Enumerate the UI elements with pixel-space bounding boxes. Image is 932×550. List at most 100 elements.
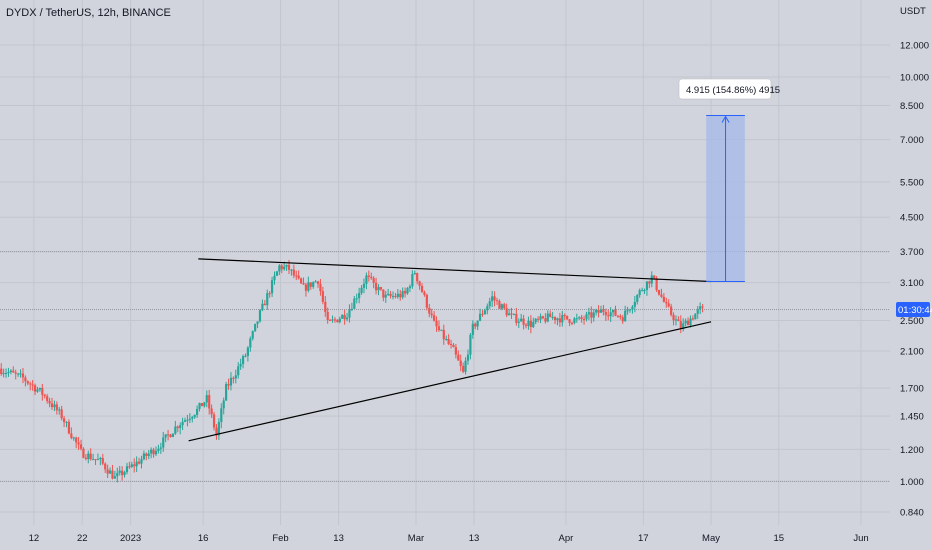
candle-body <box>36 389 39 392</box>
candle-body <box>241 356 245 365</box>
candle-body <box>645 281 649 290</box>
candle-body <box>546 313 549 322</box>
candle-body <box>568 319 571 323</box>
measure-tooltip: 4.915 (154.86%) 4915 <box>678 78 780 100</box>
candle-body <box>682 323 685 329</box>
candle-body <box>445 338 448 340</box>
candle-body <box>418 281 421 286</box>
candle-body <box>220 408 223 423</box>
candle-body <box>193 414 196 418</box>
candle-body <box>285 264 288 267</box>
price-axis[interactable]: 12.000 10.000 8.500 7.000 5.500 4.500 3.700 3.1… <box>900 40 929 518</box>
candle-body <box>125 466 129 473</box>
price-badge-bg <box>896 302 930 318</box>
candle-body <box>116 472 119 477</box>
candle-body <box>399 293 402 298</box>
candle-body <box>314 281 317 283</box>
candle-body <box>408 286 412 289</box>
candle-body <box>362 283 366 288</box>
candle-body <box>133 464 136 467</box>
candle-body <box>679 321 682 329</box>
candle-body <box>48 400 51 404</box>
candle-body <box>278 265 281 272</box>
candle-body <box>324 301 327 312</box>
candle-body <box>237 366 240 376</box>
y-tick-label: 1.700 <box>900 384 924 395</box>
candle-body <box>89 453 92 460</box>
candle-body <box>587 312 590 315</box>
candle-body <box>147 453 150 457</box>
candle-body <box>217 422 220 436</box>
candle-body <box>142 453 145 460</box>
candle-body <box>449 343 453 345</box>
candle-body <box>437 326 441 331</box>
trendlines[interactable] <box>188 258 712 442</box>
candle-body <box>79 444 83 449</box>
candle-body <box>534 318 537 323</box>
candle-body <box>624 310 627 322</box>
candle-body <box>474 323 477 327</box>
candle-body <box>321 291 324 302</box>
candle-body <box>275 271 279 276</box>
candle-body <box>423 292 426 295</box>
candle-body <box>558 318 561 323</box>
candle-body <box>578 317 581 319</box>
candle-body <box>283 266 286 270</box>
candle-body <box>358 292 361 299</box>
candle-body <box>150 449 153 454</box>
x-tick-label: Jun <box>853 533 868 544</box>
candle-body <box>384 294 387 298</box>
candle-body <box>4 372 8 374</box>
candle-body <box>411 274 414 287</box>
candle-body <box>621 317 624 322</box>
candle-body <box>140 459 143 464</box>
candle-body <box>162 437 165 448</box>
candle-body <box>539 316 542 320</box>
candle-body <box>507 313 511 316</box>
candle-body <box>609 312 612 317</box>
projection-box[interactable] <box>706 115 745 283</box>
candle-body <box>67 421 71 434</box>
candle-body <box>553 316 557 321</box>
candle-body <box>653 275 656 279</box>
candle-body <box>544 318 547 322</box>
candle-body <box>183 420 187 422</box>
candle-body <box>498 301 501 309</box>
candle-body <box>244 355 247 357</box>
candle-body <box>428 307 431 314</box>
candle-body <box>312 282 315 287</box>
y-tick-label: 4.500 <box>900 213 924 224</box>
candle-body <box>549 313 552 318</box>
candle-body <box>176 426 179 429</box>
projection-arrowhead <box>721 115 730 123</box>
candle-body <box>573 318 576 323</box>
candle-body <box>353 298 356 309</box>
price-badge: 01:30:44 <box>896 302 932 318</box>
candle-body <box>0 368 3 375</box>
candle-body <box>196 408 199 415</box>
candle-body <box>19 373 22 375</box>
y-tick-label: 10.000 <box>900 72 929 83</box>
candle-body <box>355 298 358 300</box>
candle-body <box>570 322 574 324</box>
candle-body <box>181 421 184 426</box>
candle-body <box>60 409 63 419</box>
candle-body <box>670 306 673 315</box>
candle-body <box>602 309 605 313</box>
candle-body <box>447 338 450 344</box>
candle-body <box>212 414 216 428</box>
candle-body <box>503 304 506 309</box>
candle-body <box>29 383 32 385</box>
candle-body <box>365 275 368 284</box>
time-axis[interactable]: 12 22 2023 16 Feb 13 Mar 13 Apr 17 May 15 Jun <box>29 533 869 544</box>
candle-body <box>500 304 503 309</box>
y-tick-label: 5.500 <box>900 177 924 188</box>
candle-body <box>14 372 17 374</box>
y-tick-label: 1.450 <box>900 412 924 423</box>
candle-body <box>377 287 380 291</box>
candle-body <box>130 464 133 467</box>
candle-body <box>457 354 460 361</box>
candle-body <box>222 400 225 409</box>
